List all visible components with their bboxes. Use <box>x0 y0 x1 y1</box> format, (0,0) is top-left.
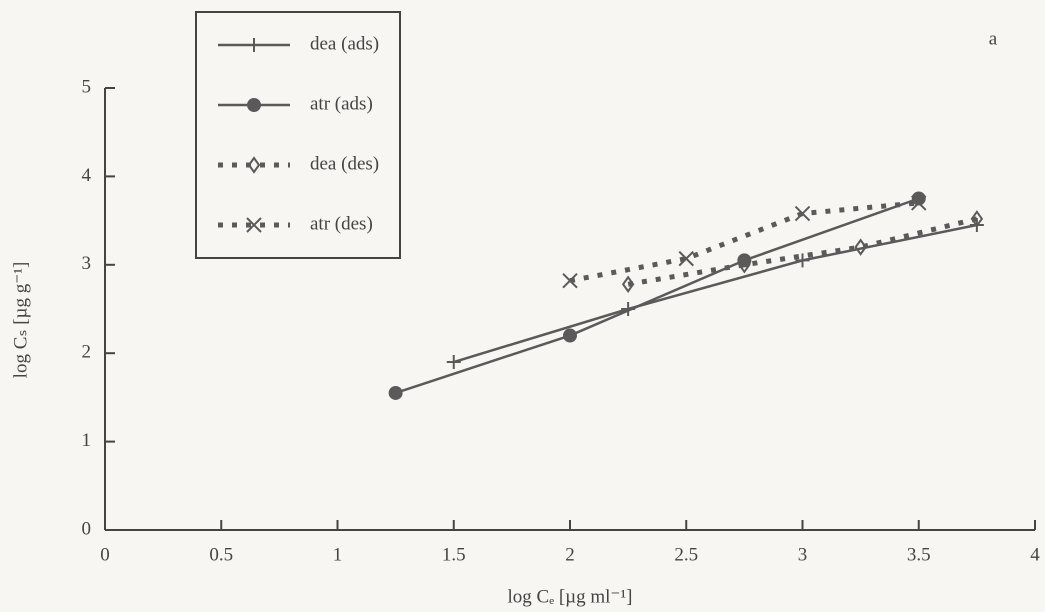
x-tick-label: 1.5 <box>442 544 466 565</box>
x-tick-label: 2 <box>565 544 575 565</box>
y-tick-label: 5 <box>82 76 92 97</box>
point <box>970 210 984 228</box>
x-axis-label: log Cₑ [µg ml⁻¹] <box>508 586 633 607</box>
point <box>621 275 635 293</box>
x-tick-label: 4 <box>1030 544 1040 565</box>
y-tick-label: 1 <box>82 430 92 451</box>
series-line <box>395 197 920 395</box>
legend-marker <box>247 98 261 112</box>
legend-marker <box>246 217 262 233</box>
legend-marker <box>247 38 261 52</box>
x-tick-label: 0.5 <box>209 544 233 565</box>
y-tick-label: 0 <box>82 518 92 539</box>
legend-marker <box>247 156 261 174</box>
series-line <box>627 216 978 287</box>
y-tick-label: 2 <box>82 342 92 363</box>
series-line <box>569 200 919 284</box>
point <box>911 195 927 211</box>
y-tick-label: 3 <box>82 253 92 274</box>
legend-label: dea (des) <box>310 153 379 174</box>
point <box>562 273 578 289</box>
series-line <box>453 223 978 364</box>
legend-box <box>195 11 401 259</box>
legend-label: dea (ads) <box>310 33 379 54</box>
point <box>388 385 403 400</box>
point <box>678 250 694 267</box>
annotation: a <box>989 28 998 49</box>
point <box>446 355 461 370</box>
x-tick-label: 3.5 <box>907 544 931 565</box>
point <box>563 328 577 343</box>
x-tick-label: 0 <box>100 544 110 565</box>
point <box>795 253 810 268</box>
x-tick-label: 1 <box>333 544 343 565</box>
point <box>794 205 811 222</box>
x-tick-label: 3 <box>798 544 808 565</box>
legend-label: atr (ads) <box>310 93 373 114</box>
y-tick-label: 4 <box>82 165 92 186</box>
point <box>911 191 926 206</box>
x-tick-label: 2.5 <box>674 544 698 565</box>
legend-label: atr (des) <box>310 213 373 234</box>
point <box>854 238 867 256</box>
y-axis-label: log Cₛ [µg g⁻¹] <box>10 262 31 379</box>
point <box>738 256 751 274</box>
